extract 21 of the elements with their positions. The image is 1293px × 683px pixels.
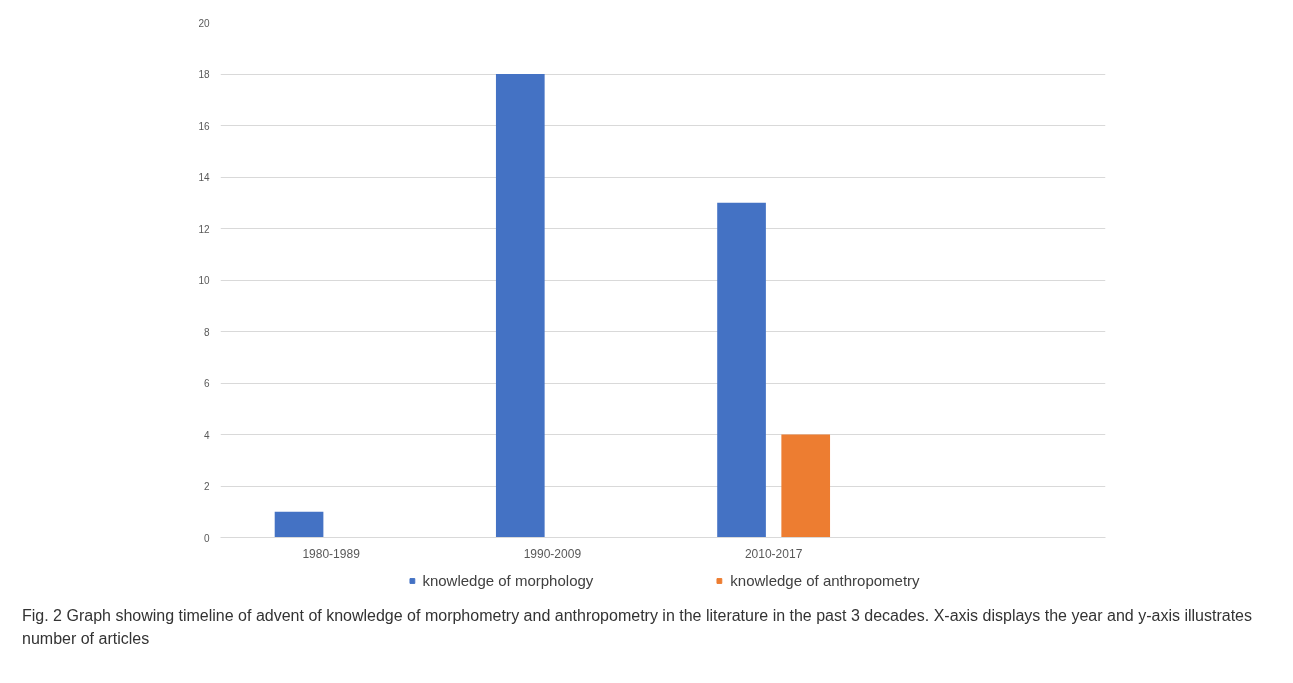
y-tick-label: 6 bbox=[203, 378, 210, 389]
y-tick-label: 16 bbox=[198, 120, 210, 132]
y-tick-label: 8 bbox=[203, 326, 210, 338]
y-tick-label: 20 bbox=[198, 17, 210, 29]
x-tick-label: 2010-2017 bbox=[744, 546, 803, 561]
caption: Fig. 2 Graph showing timeline of advent of knowledge of morphometry and anthropometry in the literature in the past 3 decades. X-axis displays the year and y-axis illustrates number of articles bbox=[22, 606, 1252, 649]
legend-label: knowledge of morphology bbox=[422, 571, 594, 589]
legend-label: knowledge of anthropometry bbox=[730, 571, 920, 589]
y-tick-label: 2 bbox=[203, 481, 210, 492]
y-tick-label: 18 bbox=[198, 69, 210, 80]
bar bbox=[495, 74, 545, 538]
y-tick-label: 12 bbox=[198, 223, 210, 235]
bar bbox=[781, 434, 831, 538]
bar bbox=[717, 202, 766, 538]
y-tick-label: 0 bbox=[203, 532, 210, 544]
x-tick-label: 1990-2009 bbox=[523, 546, 582, 561]
bar bbox=[274, 511, 324, 538]
y-tick-label: 10 bbox=[198, 275, 210, 286]
x-tick-label: 1980-1989 bbox=[302, 546, 361, 561]
y-tick-label: 4 bbox=[203, 429, 210, 441]
y-tick-label: 14 bbox=[198, 172, 210, 183]
